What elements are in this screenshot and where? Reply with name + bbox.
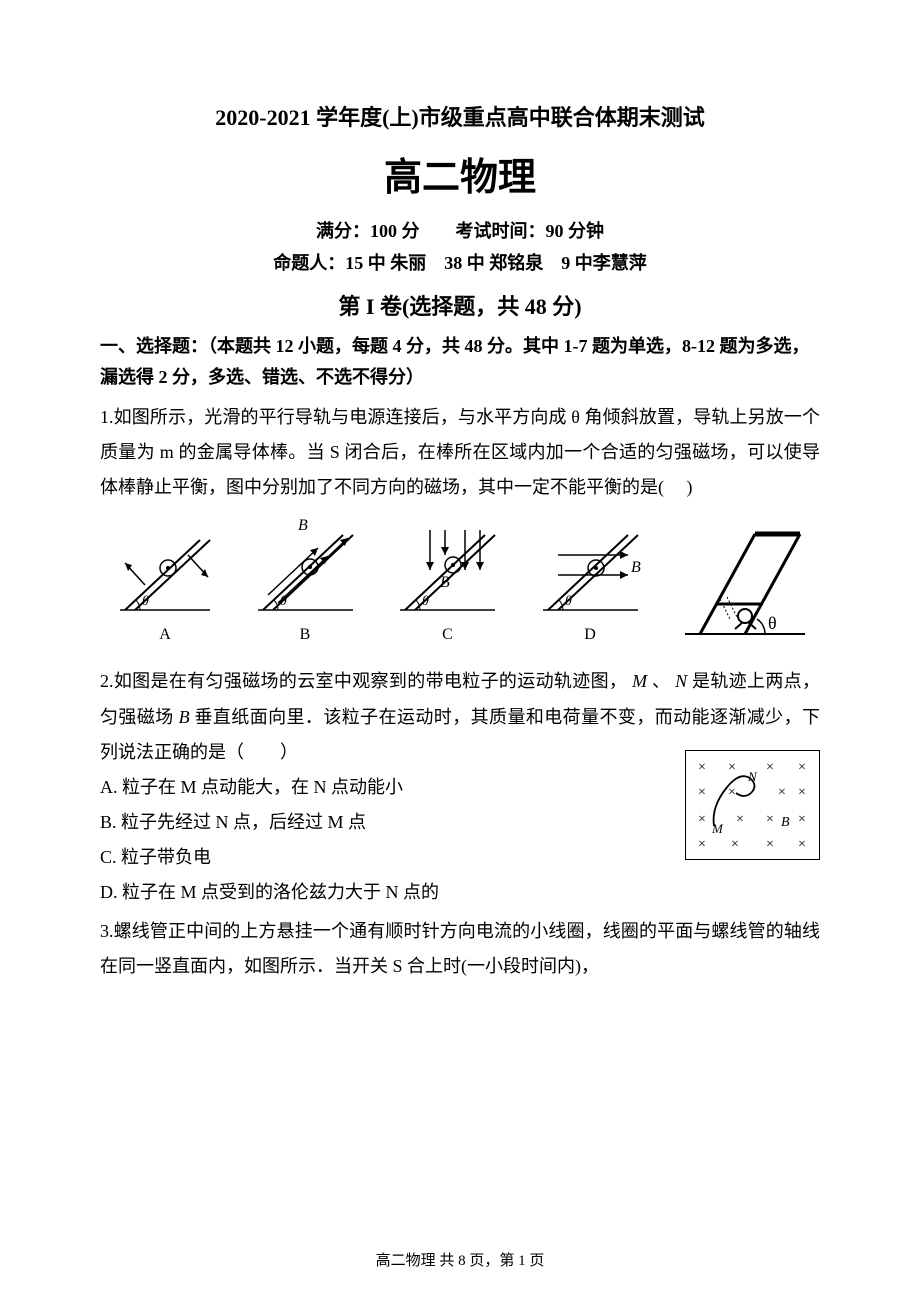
- q2-b-M: M: [328, 812, 344, 832]
- q2-d-pre: D. 粒子在: [100, 882, 181, 902]
- svg-text:×: ×: [698, 785, 706, 800]
- exam-title-line1: 2020-2021 学年度(上)市级重点高中联合体期末测试: [100, 100, 820, 132]
- q2-a-end: 点动能小: [327, 777, 404, 797]
- q2-d-end: 点的: [399, 882, 440, 902]
- figure-ref: θ: [675, 524, 810, 644]
- question-1-text: 1.如图所示，光滑的平行导轨与电源连接后，与水平方向成 θ 角倾斜放置，导轨上另…: [100, 400, 820, 505]
- q2-a-pre: A. 粒子在: [100, 777, 181, 797]
- q2-b-N: N: [216, 812, 229, 832]
- svg-text:θ: θ: [142, 594, 149, 609]
- figure-d-label: D: [584, 626, 596, 644]
- q2-b-pre: B. 粒子先经过: [100, 812, 216, 832]
- svg-text:N: N: [747, 769, 758, 784]
- svg-text:×: ×: [766, 760, 774, 775]
- q2-a-mid: 点动能大，在: [197, 777, 314, 797]
- q2-d-M: M: [181, 882, 197, 902]
- question-3-text: 3.螺线管正中间的上方悬挂一个通有顺时针方向电流的小线圈，线圈的平面与螺线管的轴…: [100, 914, 820, 984]
- q2-a-N: N: [314, 777, 327, 797]
- q2-B1: B: [179, 707, 190, 727]
- svg-text:×: ×: [728, 760, 736, 775]
- q2-M1: M: [632, 671, 647, 691]
- q2-N1: N: [675, 671, 687, 691]
- svg-text:θ: θ: [280, 594, 287, 609]
- svg-text:×: ×: [698, 812, 706, 827]
- svg-text:×: ×: [731, 837, 739, 852]
- svg-text:×: ×: [728, 785, 736, 800]
- exam-authors: 命题人：15 中 朱丽 38 中 郑铭泉 9 中李慧萍: [100, 249, 820, 275]
- figure-ref-svg: θ: [675, 524, 810, 644]
- q2-a-M: M: [181, 777, 197, 797]
- section-instructions: 一、选择题：（本题共 12 小题，每题 4 分，共 48 分。其中 1-7 题为…: [100, 331, 820, 392]
- q2-part-1: 、: [647, 671, 675, 691]
- q2-b-mid: 点，后经过: [229, 812, 328, 832]
- svg-text:×: ×: [778, 785, 786, 800]
- q2-d-N: N: [386, 882, 399, 902]
- svg-text:×: ×: [736, 812, 744, 827]
- svg-text:B: B: [631, 559, 641, 576]
- question-2-figure: × × × × × × × × × × × × × × × × N M B: [685, 750, 820, 860]
- question-2-container: 2.如图是在有匀强磁场的云室中观察到的带电粒子的运动轨迹图， M 、 N 是轨迹…: [100, 664, 820, 910]
- exam-title-line2: 高二物理: [100, 146, 820, 201]
- q2-figure-svg: × × × × × × × × × × × × × × × × N M B: [686, 751, 819, 859]
- figure-b: B θ B: [248, 515, 363, 644]
- svg-text:×: ×: [798, 837, 806, 852]
- svg-text:×: ×: [766, 837, 774, 852]
- figure-b-label: B: [300, 626, 311, 644]
- svg-text:B: B: [440, 574, 450, 591]
- svg-text:×: ×: [698, 760, 706, 775]
- figure-b-svg: B θ: [248, 515, 363, 620]
- figure-c-svg: B θ: [390, 515, 505, 620]
- q2-d-mid: 点受到的洛伦兹力大于: [197, 882, 386, 902]
- svg-text:B: B: [298, 517, 308, 534]
- figure-c-label: C: [442, 626, 453, 644]
- figure-d: B θ D: [533, 520, 648, 644]
- svg-text:θ: θ: [422, 594, 429, 609]
- svg-text:×: ×: [798, 760, 806, 775]
- figure-a: θ A: [110, 525, 220, 644]
- svg-text:×: ×: [798, 785, 806, 800]
- svg-text:M: M: [711, 821, 724, 836]
- question-1-figures: θ A B θ B: [100, 515, 820, 644]
- figure-a-svg: θ: [110, 525, 220, 620]
- svg-text:×: ×: [766, 812, 774, 827]
- q2-part-0: 2.如图是在有匀强磁场的云室中观察到的带电粒子的运动轨迹图，: [100, 671, 632, 691]
- page-footer: 高二物理 共 8 页，第 1 页: [0, 1249, 920, 1270]
- exam-info: 满分：100 分 考试时间：90 分钟: [100, 217, 820, 243]
- svg-text:×: ×: [698, 837, 706, 852]
- figure-c: B θ C: [390, 515, 505, 644]
- svg-text:θ: θ: [768, 613, 777, 633]
- svg-text:×: ×: [798, 812, 806, 827]
- figure-d-svg: B θ: [533, 520, 648, 620]
- q2-b-end: 点: [344, 812, 367, 832]
- svg-text:θ: θ: [565, 594, 572, 609]
- svg-text:B: B: [781, 815, 790, 830]
- figure-a-label: A: [159, 626, 171, 644]
- section-header: 第 I 卷(选择题，共 48 分): [100, 289, 820, 321]
- q2-option-d: D. 粒子在 M 点受到的洛伦兹力大于 N 点的: [100, 875, 820, 910]
